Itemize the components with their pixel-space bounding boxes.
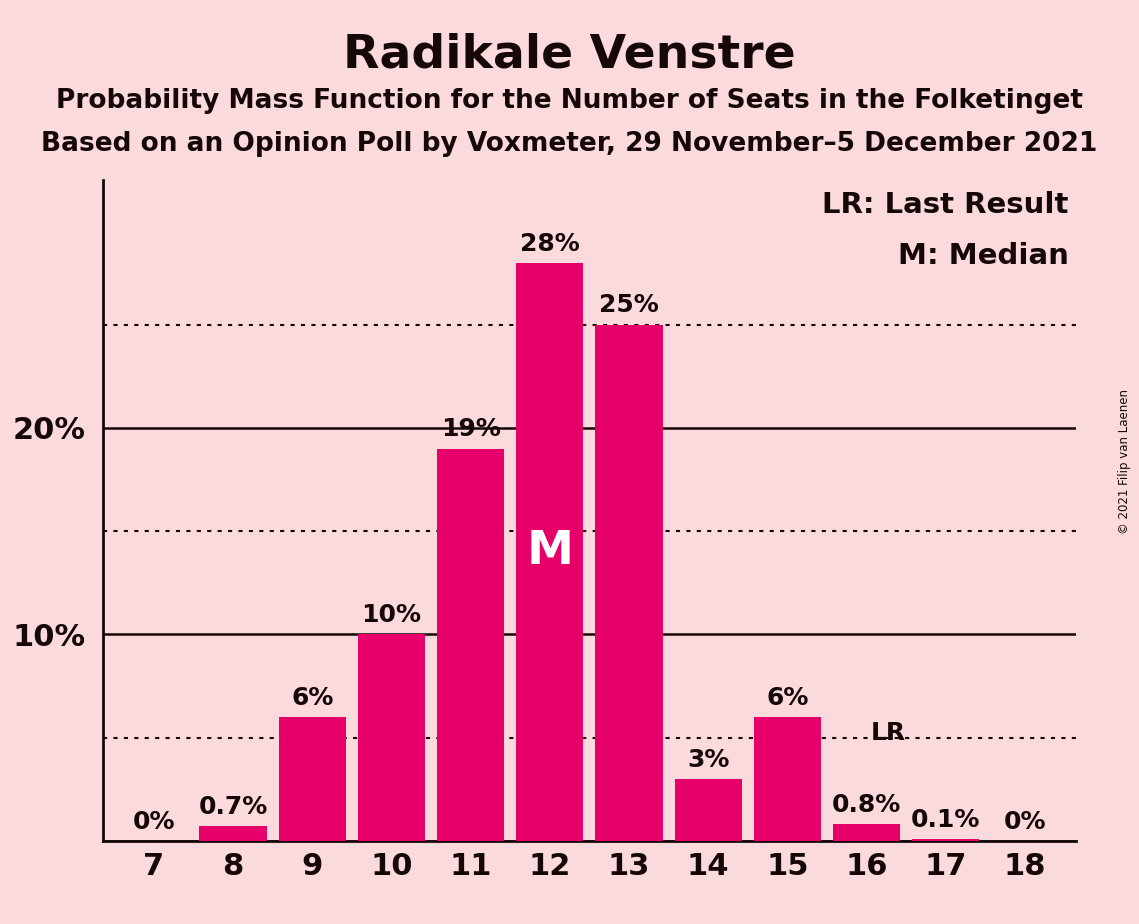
Text: 0.1%: 0.1% (911, 808, 981, 832)
Text: 25%: 25% (599, 294, 658, 318)
Text: 19%: 19% (441, 418, 501, 442)
Bar (912, 839, 980, 841)
Text: M: M (526, 529, 573, 575)
Bar (833, 824, 900, 841)
Text: Based on an Opinion Poll by Voxmeter, 29 November–5 December 2021: Based on an Opinion Poll by Voxmeter, 29… (41, 131, 1098, 157)
Text: 0%: 0% (1003, 809, 1046, 833)
Text: 3%: 3% (687, 748, 729, 772)
Text: 28%: 28% (521, 232, 580, 256)
Text: M: Median: M: Median (898, 242, 1068, 270)
Text: LR: LR (870, 722, 906, 746)
Bar (754, 717, 821, 841)
Text: 0.8%: 0.8% (831, 793, 901, 817)
Text: 6%: 6% (292, 686, 334, 710)
Text: LR: Last Result: LR: Last Result (822, 190, 1068, 218)
Bar (437, 448, 505, 841)
Bar (199, 826, 267, 841)
Text: 6%: 6% (767, 686, 809, 710)
Text: 0.7%: 0.7% (198, 796, 268, 820)
Text: Radikale Venstre: Radikale Venstre (343, 32, 796, 78)
Text: 0%: 0% (133, 809, 175, 833)
Text: Probability Mass Function for the Number of Seats in the Folketinget: Probability Mass Function for the Number… (56, 88, 1083, 114)
Text: 10%: 10% (361, 603, 421, 627)
Text: © 2021 Filip van Laenen: © 2021 Filip van Laenen (1118, 390, 1131, 534)
Bar (516, 262, 583, 841)
Bar (596, 324, 663, 841)
Bar (358, 635, 425, 841)
Bar (279, 717, 346, 841)
Bar (674, 779, 741, 841)
